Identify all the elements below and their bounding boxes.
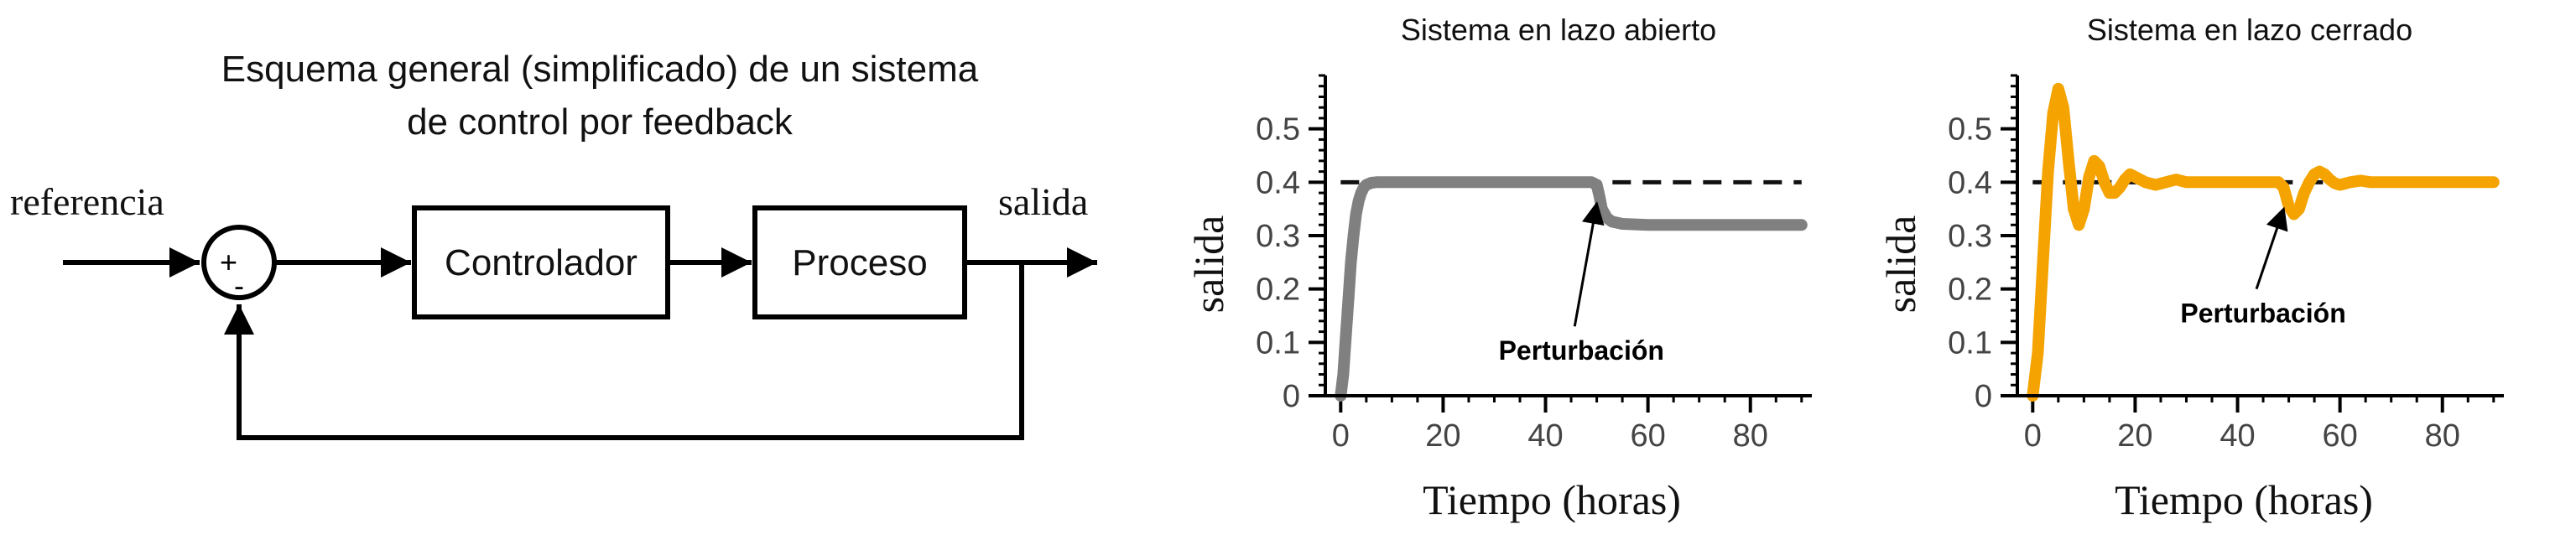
x-axis-label: Tiempo (horas) (2115, 476, 2373, 523)
y-tick-label: 0.5 (1256, 112, 1300, 148)
x-tick-label: 60 (2322, 418, 2357, 454)
output-series-line (1335, 176, 1808, 402)
y-tick-label: 0.1 (1256, 325, 1300, 361)
chart-title: Sistema en lazo abierto (1401, 13, 1716, 47)
x-tick-label: 60 (1630, 418, 1665, 454)
feedback-path (224, 262, 1024, 440)
x-tick-label: 40 (1527, 418, 1563, 454)
y-axis-ticks: 0 0.1 0.2 0.3 0.4 0.5 (1256, 74, 1325, 414)
y-axis-ticks: 0 0.1 0.2 0.3 0.4 0.5 (1948, 74, 2017, 414)
y-tick-label: 0 (1283, 379, 1300, 414)
y-tick-label: 0.1 (1948, 325, 1992, 361)
x-axis-ticks: 0 20 40 60 80 (2024, 396, 2495, 454)
reference-label: referencia (10, 180, 164, 223)
x-tick-label: 80 (1733, 418, 1768, 454)
x-tick-label: 20 (1425, 418, 1460, 454)
x-axis-ticks: 0 20 40 60 80 (1332, 396, 1803, 454)
disturbance-annotation: Perturbación (1499, 335, 1664, 366)
x-tick-label: 80 (2425, 418, 2460, 454)
process-block (752, 205, 967, 319)
disturbance-arrow (1573, 201, 1605, 327)
diagram-title-line-1: Esquema general (simplificado) de un sis… (221, 49, 979, 90)
disturbance-annotation: Perturbación (2180, 298, 2345, 329)
y-tick-label: 0.3 (1256, 219, 1300, 254)
controller-label: Controlador (445, 242, 637, 283)
minus-sign: - (234, 268, 244, 303)
x-tick-label: 20 (2117, 418, 2152, 454)
x-tick-label: 40 (2220, 418, 2255, 454)
open-loop-chart: Sistema en lazo abierto 0 0.1 0.2 0.3 0.4 0.5… (1185, 13, 1812, 523)
x-tick-label: 0 (2024, 418, 2042, 454)
chart-title: Sistema en lazo cerrado (2087, 13, 2412, 47)
process-label: Proceso (792, 242, 927, 283)
x-tick-label: 0 (1332, 418, 1350, 454)
output-label: salida (998, 180, 1088, 223)
y-axis-label: salida (1185, 215, 1232, 314)
disturbance-arrow (2255, 206, 2288, 290)
y-tick-label: 0.4 (1948, 165, 1992, 200)
diagram-title-line-2: de control por feedback (407, 101, 794, 143)
y-tick-label: 0.4 (1256, 165, 1300, 200)
y-tick-label: 0.2 (1948, 272, 1992, 308)
y-tick-label: 0.5 (1948, 112, 1992, 148)
feedback-block-diagram: Esquema general (simplificado) de un sis… (10, 49, 1097, 440)
output-series-line (2027, 82, 2500, 402)
plus-sign: + (220, 245, 237, 279)
y-tick-label: 0.2 (1256, 272, 1300, 308)
x-axis-label: Tiempo (horas) (1423, 476, 1681, 523)
y-axis-label: salida (1877, 215, 1924, 314)
y-tick-label: 0.3 (1948, 219, 1992, 254)
y-tick-label: 0 (1975, 379, 1992, 414)
closed-loop-chart: Sistema en lazo cerrado 0 0.1 0.2 0.3 0.4 0.5… (1877, 13, 2504, 523)
